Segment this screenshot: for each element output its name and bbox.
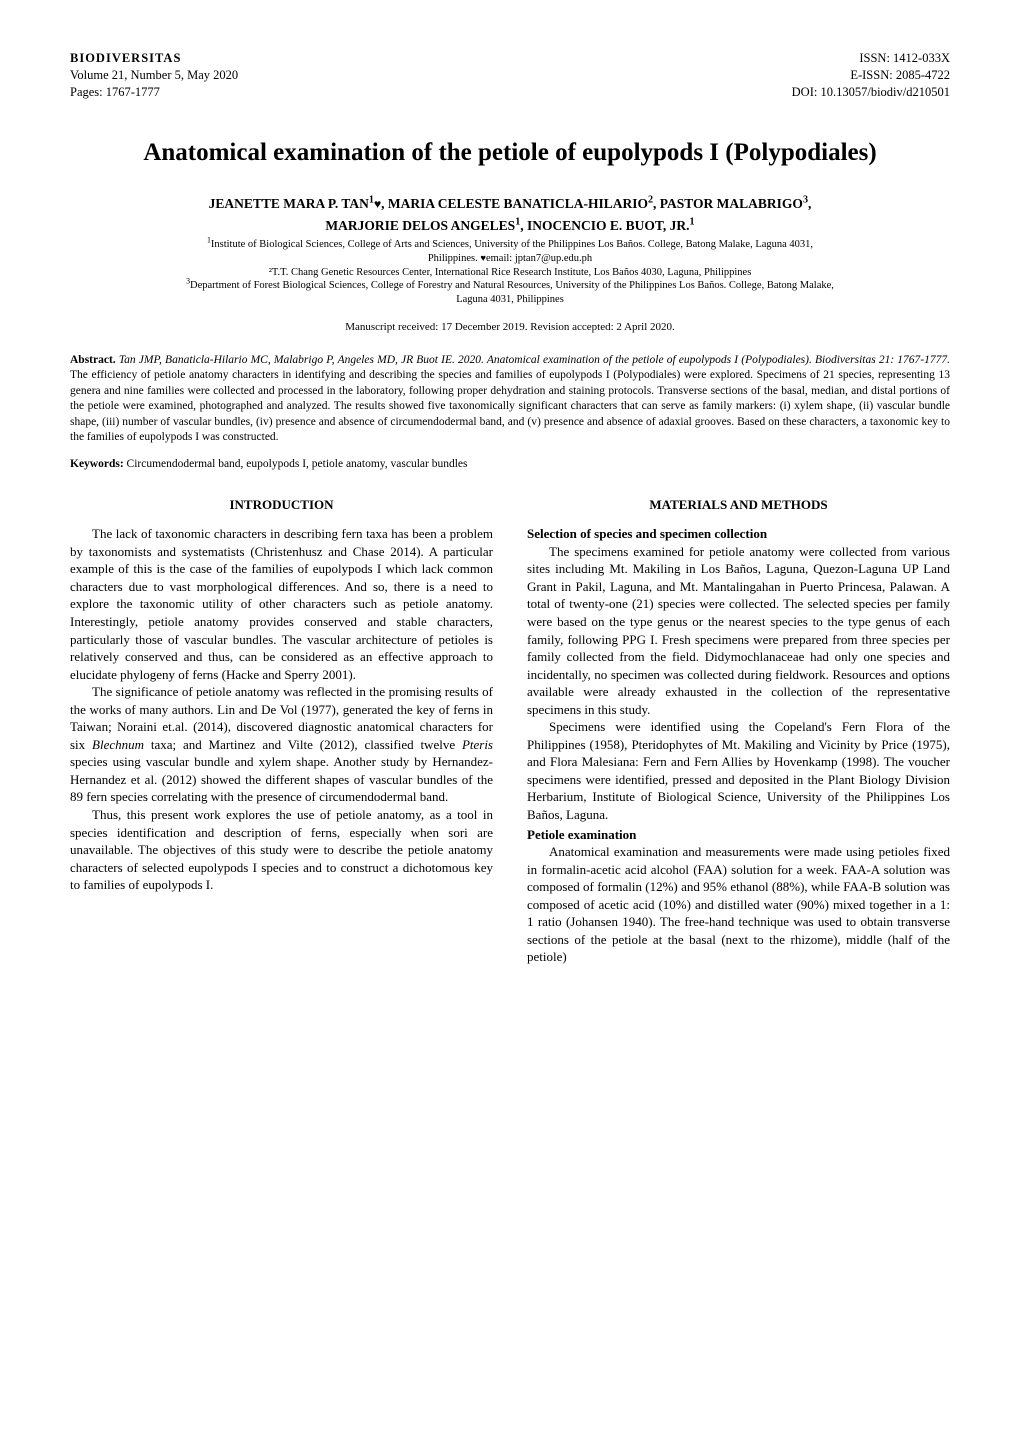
abstract-citation: Tan JMP, Banaticla-Hilario MC, Malabrigo… xyxy=(119,354,950,366)
volume-line: Volume 21, Number 5, May 2020 xyxy=(70,67,238,84)
methods-para-3: Anatomical examination and measurements … xyxy=(527,843,950,966)
keywords-head: Keywords: xyxy=(70,458,124,470)
intro-para-2: The significance of petiole anatomy was … xyxy=(70,683,493,806)
abstract-body: The efficiency of petiole anatomy charac… xyxy=(70,369,950,443)
journal-name: BIODIVERSITAS xyxy=(70,50,238,67)
right-column: MATERIALS AND METHODS Selection of speci… xyxy=(527,496,950,966)
affiliations: 1Institute of Biological Sciences, Colle… xyxy=(70,238,950,306)
affiliation-2: ²T.T. Chang Genetic Resources Center, In… xyxy=(70,266,950,280)
keywords: Keywords: Circumendodermal band, eupolyp… xyxy=(70,458,950,470)
intro-para-1: The lack of taxonomic characters in desc… xyxy=(70,525,493,683)
affiliation-1: 1Institute of Biological Sciences, Colle… xyxy=(70,238,950,265)
left-column: INTRODUCTION The lack of taxonomic chara… xyxy=(70,496,493,966)
two-column-body: INTRODUCTION The lack of taxonomic chara… xyxy=(70,496,950,966)
journal-header: BIODIVERSITAS Volume 21, Number 5, May 2… xyxy=(70,50,950,101)
manuscript-dates: Manuscript received: 17 December 2019. R… xyxy=(70,321,950,333)
issn: ISSN: 1412-033X xyxy=(792,50,950,67)
journal-header-right: ISSN: 1412-033X E-ISSN: 2085-4722 DOI: 1… xyxy=(792,50,950,101)
methods-sub-1: Selection of species and specimen collec… xyxy=(527,525,950,543)
pages-line: Pages: 1767-1777 xyxy=(70,84,238,101)
journal-header-left: BIODIVERSITAS Volume 21, Number 5, May 2… xyxy=(70,50,238,101)
intro-para-3: Thus, this present work explores the use… xyxy=(70,806,493,894)
methods-heading: MATERIALS AND METHODS xyxy=(527,496,950,514)
intro-p2-c: species using vascular bundle and xylem … xyxy=(70,754,493,804)
introduction-heading: INTRODUCTION xyxy=(70,496,493,514)
paper-title: Anatomical examination of the petiole of… xyxy=(70,139,950,167)
affiliation-3: 3Department of Forest Biological Science… xyxy=(70,279,950,306)
methods-para-2: Specimens were identified using the Cope… xyxy=(527,718,950,823)
abstract-head: Abstract. xyxy=(70,354,116,366)
abstract: Abstract. Tan JMP, Banaticla-Hilario MC,… xyxy=(70,353,950,446)
intro-p2-italic-2: Pteris xyxy=(462,737,493,752)
eissn: E-ISSN: 2085-4722 xyxy=(792,67,950,84)
methods-sub-2: Petiole examination xyxy=(527,826,950,844)
authors-line-2: MARJORIE DELOS ANGELES1, INOCENCIO E. BU… xyxy=(70,217,950,236)
methods-para-1: The specimens examined for petiole anato… xyxy=(527,543,950,718)
doi: DOI: 10.13057/biodiv/d210501 xyxy=(792,84,950,101)
keywords-text: Circumendodermal band, eupolypods I, pet… xyxy=(124,458,468,470)
intro-p2-b: taxa; and Martinez and Vilte (2012), cla… xyxy=(144,737,462,752)
authors-line-1: JEANETTE MARA P. TAN1♥, MARIA CELESTE BA… xyxy=(70,195,950,214)
intro-p2-italic-1: Blechnum xyxy=(92,737,144,752)
